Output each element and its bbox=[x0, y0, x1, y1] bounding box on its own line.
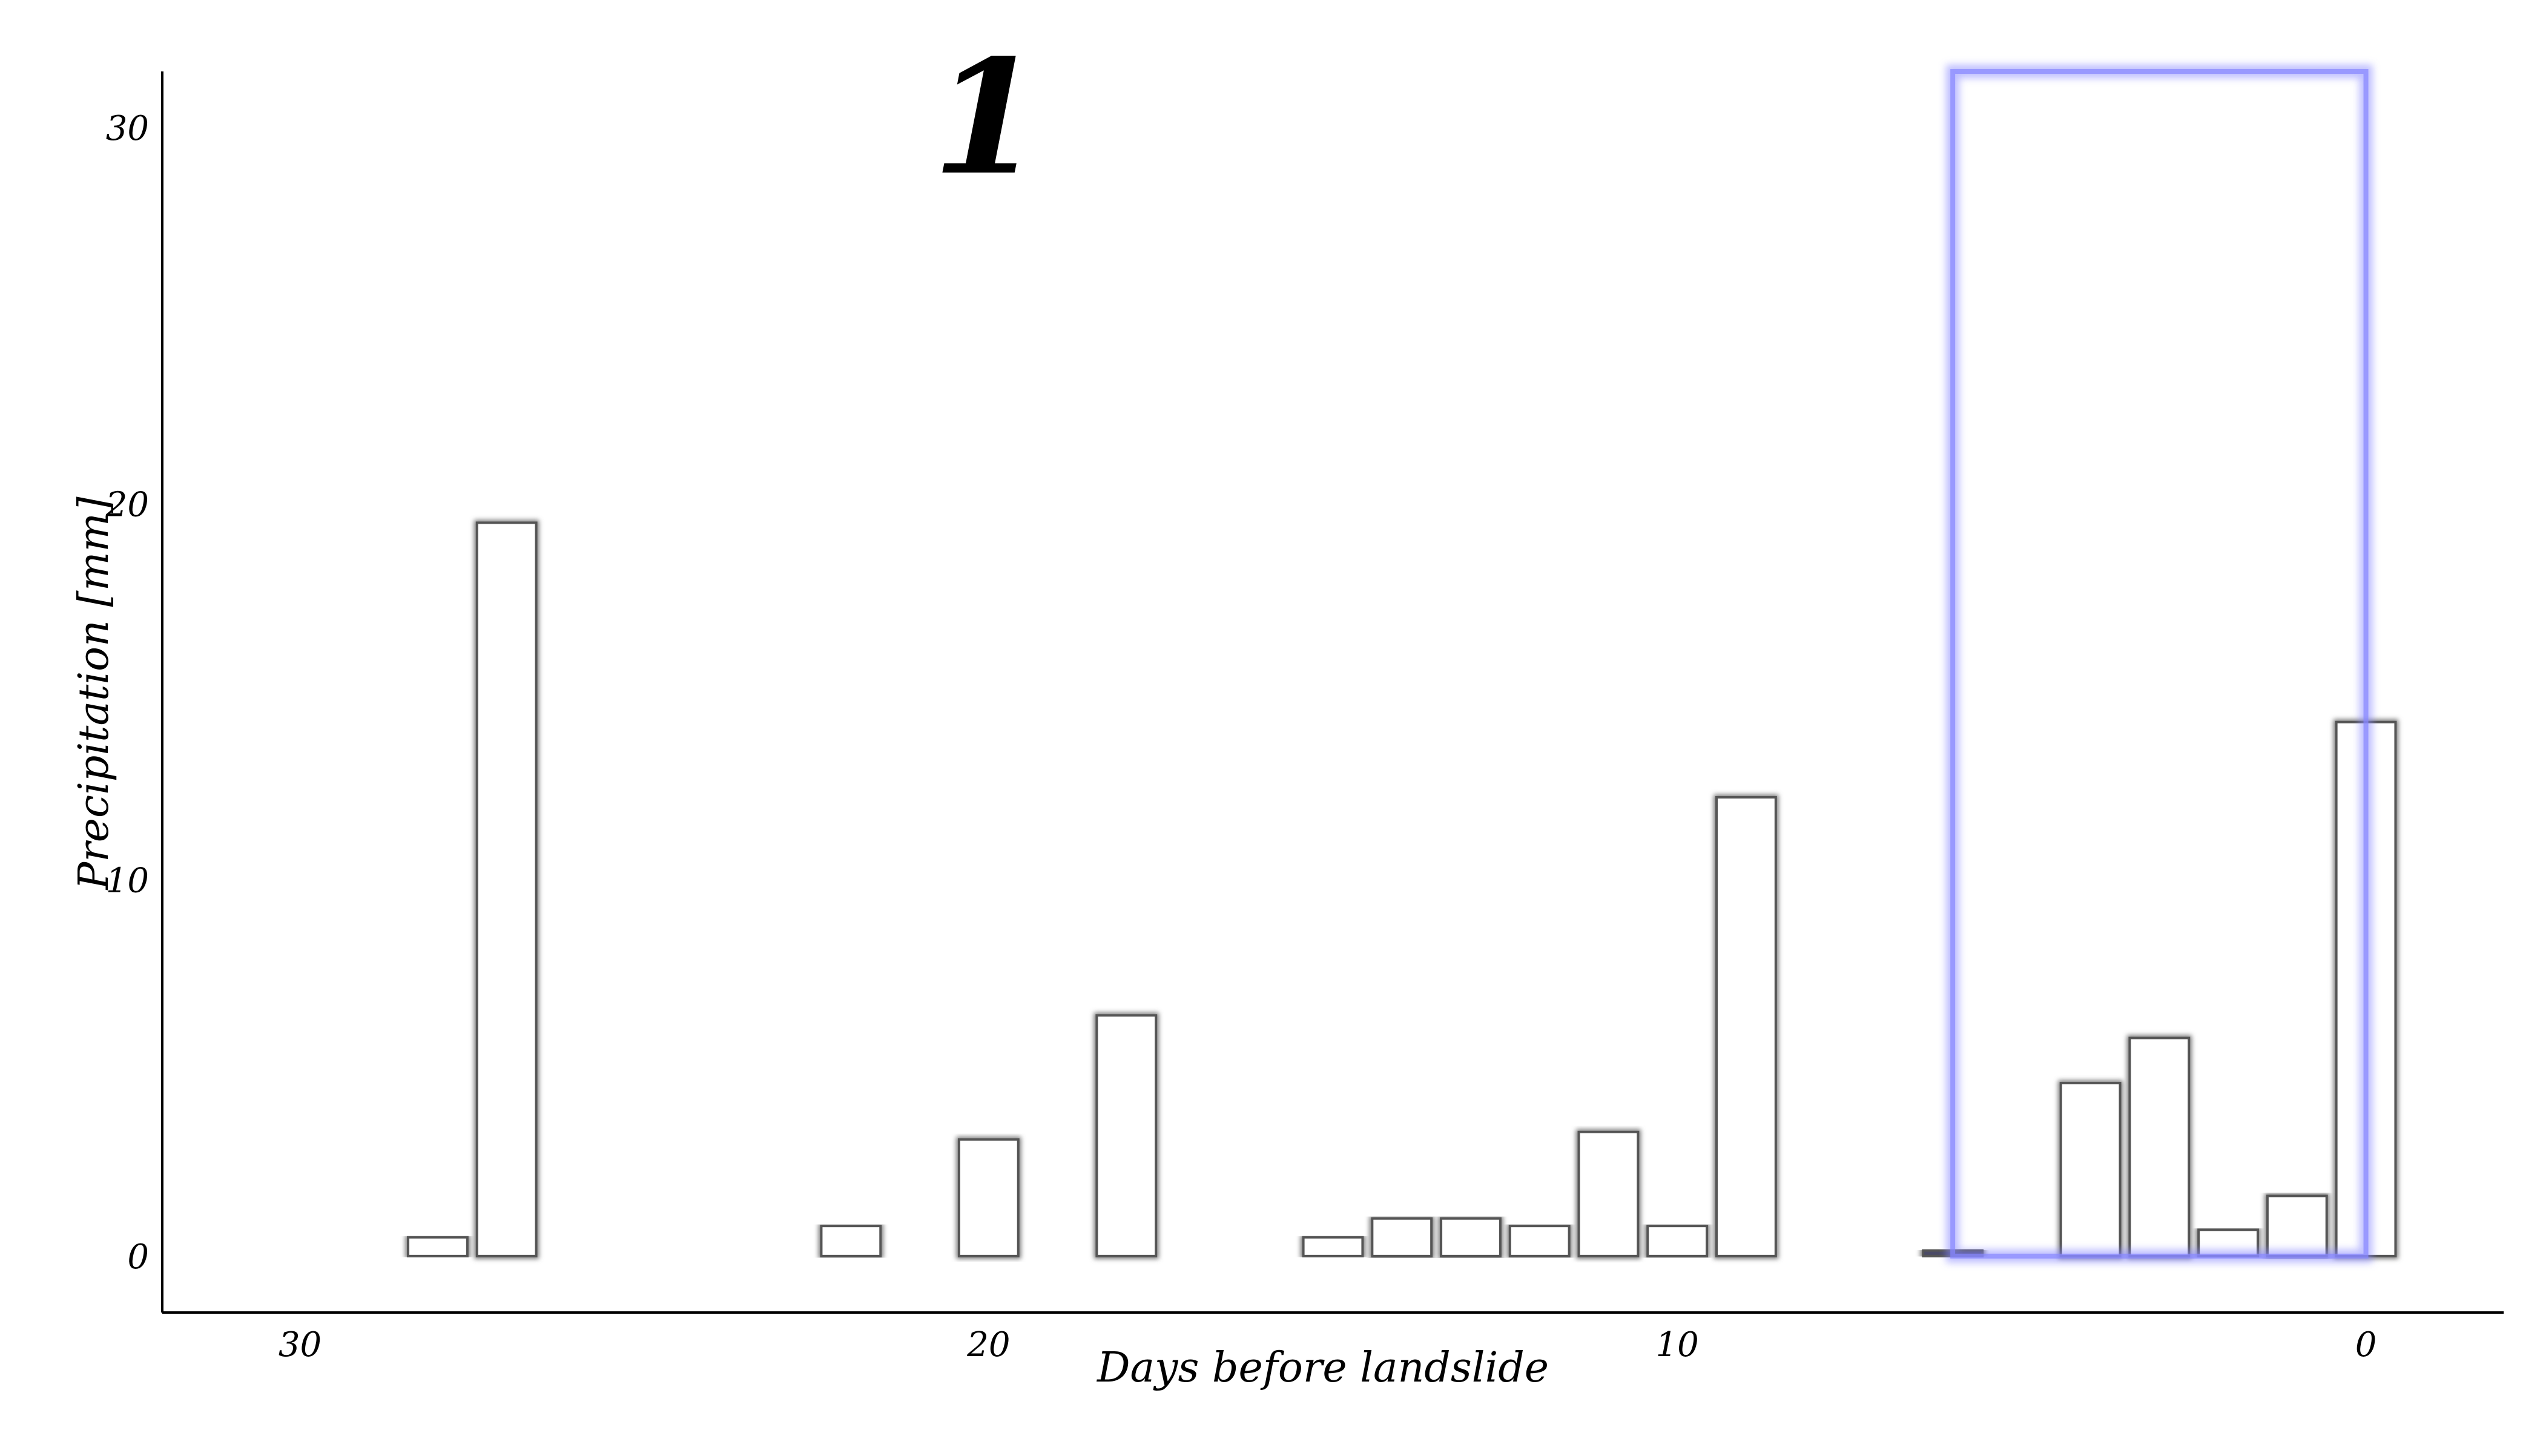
axes-layer: 30 20 10 0 0 10 20 30 bbox=[105, 71, 2504, 1365]
bar-day-15 bbox=[1301, 1234, 1365, 1259]
bar-day-27 bbox=[474, 519, 539, 1259]
bar bbox=[2059, 1082, 2122, 1257]
bar bbox=[1371, 1217, 1433, 1257]
bar-day-1 bbox=[2264, 1193, 2330, 1259]
bar-day-20 bbox=[956, 1136, 1021, 1259]
highlight-box bbox=[1950, 69, 2369, 1259]
bar bbox=[1577, 1130, 1640, 1257]
bar bbox=[407, 1236, 469, 1257]
bar bbox=[475, 521, 538, 1257]
bar-day-13 bbox=[1438, 1216, 1503, 1259]
bar bbox=[957, 1138, 1020, 1257]
bar-day-9 bbox=[1713, 794, 1779, 1259]
bar bbox=[820, 1225, 882, 1257]
bar-day-10 bbox=[1644, 1223, 1710, 1259]
highlight-layer bbox=[1946, 65, 2373, 1263]
bar-day-4 bbox=[2058, 1080, 2123, 1259]
bar-day-14 bbox=[1369, 1216, 1434, 1259]
bar-day-11 bbox=[1576, 1129, 1641, 1259]
bar bbox=[1095, 1014, 1158, 1257]
bar bbox=[1508, 1225, 1571, 1257]
bar-day-18 bbox=[1093, 1012, 1159, 1259]
bars-layer bbox=[405, 519, 2398, 1259]
labels-layer: 1 Days before landslide Precipitation [m… bbox=[70, 25, 1549, 1392]
x-tick-label-20: 20 bbox=[966, 1325, 1010, 1365]
y-tick-label-10: 10 bbox=[106, 861, 149, 901]
x-tick-label-30: 30 bbox=[279, 1325, 322, 1365]
bar bbox=[1715, 796, 1777, 1257]
bar bbox=[1440, 1217, 1502, 1257]
bar bbox=[2266, 1194, 2328, 1257]
y-tick-label-0: 0 bbox=[127, 1237, 149, 1277]
y-tick-label-20: 20 bbox=[105, 485, 149, 524]
bar bbox=[1646, 1225, 1709, 1257]
bar-day-3 bbox=[2126, 1035, 2192, 1259]
x-tick-label-0: 0 bbox=[2355, 1325, 2377, 1365]
bar bbox=[1302, 1236, 1364, 1257]
y-tick-label-30: 30 bbox=[106, 109, 149, 148]
x-axis-title: Days before landslide bbox=[1096, 1344, 1549, 1392]
bar-day-28 bbox=[405, 1234, 470, 1259]
bar-day-22 bbox=[818, 1223, 883, 1259]
bar bbox=[2128, 1036, 2191, 1257]
bar-day-12 bbox=[1507, 1223, 1572, 1259]
y-axis-title: Precipitation [mm] bbox=[70, 496, 118, 891]
panel-label: 1 bbox=[932, 25, 1042, 210]
x-tick-label-10: 10 bbox=[1656, 1325, 1699, 1365]
